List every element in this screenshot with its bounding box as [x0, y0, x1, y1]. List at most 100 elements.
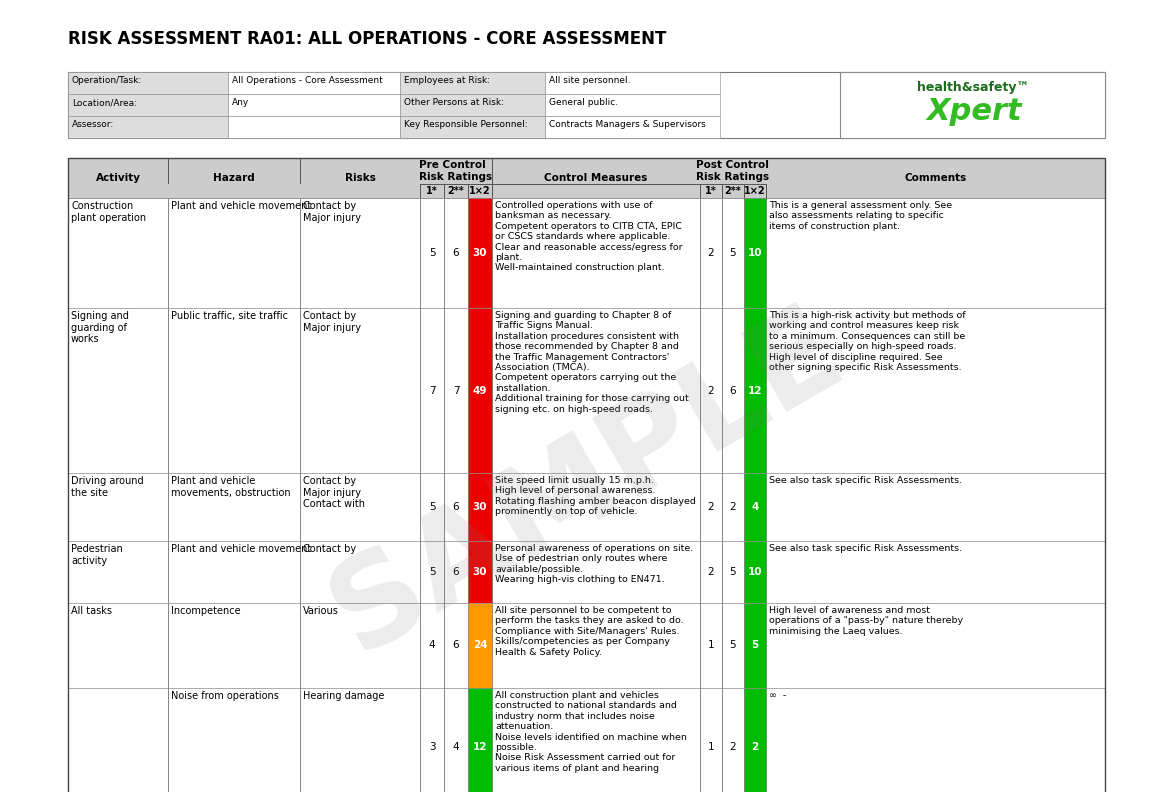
Bar — [545, 116, 720, 138]
Text: Controlled operations with use of
banksman as necessary.
Competent operators to : Controlled operations with use of banksm… — [494, 201, 683, 272]
Text: health&safety™: health&safety™ — [916, 81, 1029, 94]
Text: Personal awareness of operations on site.
Use of pedestrian only routes where
av: Personal awareness of operations on site… — [494, 544, 693, 584]
Bar — [68, 158, 1105, 792]
Bar — [400, 72, 545, 94]
Bar — [468, 198, 492, 308]
Text: Pedestrian
activity: Pedestrian activity — [71, 544, 123, 565]
Text: 12: 12 — [748, 386, 762, 395]
Text: 2: 2 — [729, 502, 736, 512]
Text: 1×2: 1×2 — [469, 186, 491, 196]
Text: 30: 30 — [472, 567, 487, 577]
Bar — [743, 603, 766, 688]
Text: Pre Control
Risk Ratings: Pre Control Risk Ratings — [420, 160, 492, 181]
Bar — [68, 72, 228, 94]
Bar — [68, 688, 1105, 792]
Text: 7: 7 — [429, 386, 435, 395]
Text: 1: 1 — [707, 742, 714, 752]
Text: This is a high-risk activity but methods of
working and control measures keep ri: This is a high-risk activity but methods… — [769, 311, 966, 372]
Text: Hazard: Hazard — [213, 173, 255, 183]
Text: Contact by
Major injury: Contact by Major injury — [303, 311, 361, 333]
Text: Other Persons at Risk:: Other Persons at Risk: — [404, 98, 504, 107]
Text: 6: 6 — [452, 502, 459, 512]
Text: 4: 4 — [429, 641, 435, 650]
Text: 2: 2 — [752, 742, 759, 752]
Text: Plant and vehicle movement: Plant and vehicle movement — [171, 201, 311, 211]
Text: 2: 2 — [729, 742, 736, 752]
Text: 6: 6 — [452, 641, 459, 650]
Text: 7: 7 — [452, 386, 459, 395]
Text: All site personnel to be competent to
perform the tasks they are asked to do.
Co: All site personnel to be competent to pe… — [494, 606, 684, 657]
Text: 2: 2 — [707, 567, 714, 577]
Text: Construction
plant operation: Construction plant operation — [71, 201, 146, 223]
Text: 2**: 2** — [725, 186, 741, 196]
Bar — [468, 603, 492, 688]
Text: Noise from operations: Noise from operations — [171, 691, 279, 701]
Text: 5: 5 — [429, 502, 435, 512]
Text: RISK ASSESSMENT RA01: ALL OPERATIONS - CORE ASSESSMENT: RISK ASSESSMENT RA01: ALL OPERATIONS - C… — [68, 30, 666, 48]
Text: 2: 2 — [707, 248, 714, 258]
Text: Hearing damage: Hearing damage — [303, 691, 385, 701]
Text: Incompetence: Incompetence — [171, 606, 241, 616]
Text: 6: 6 — [729, 386, 736, 395]
Text: 30: 30 — [472, 502, 487, 512]
Bar — [468, 688, 492, 792]
Bar — [400, 116, 545, 138]
Bar — [400, 94, 545, 116]
Bar — [68, 158, 1105, 198]
Bar — [68, 308, 1105, 473]
Bar — [68, 198, 1105, 308]
Text: ∞  -: ∞ - — [769, 691, 787, 700]
Text: See also task specific Risk Assessments.: See also task specific Risk Assessments. — [769, 476, 962, 485]
Text: See also task specific Risk Assessments.: See also task specific Risk Assessments. — [769, 544, 962, 553]
Text: Contracts Managers & Supervisors: Contracts Managers & Supervisors — [549, 120, 706, 129]
Text: 5: 5 — [429, 248, 435, 258]
Text: Key Responsible Personnel:: Key Responsible Personnel: — [404, 120, 527, 129]
Bar — [545, 72, 720, 94]
Bar — [743, 688, 766, 792]
Bar — [228, 94, 400, 116]
Text: High level of awareness and most
operations of a "pass-by" nature thereby
minimi: High level of awareness and most operati… — [769, 606, 963, 636]
Text: 1*: 1* — [705, 186, 717, 196]
Bar — [743, 473, 766, 541]
Text: Control Measures: Control Measures — [545, 173, 648, 183]
Text: Assessor:: Assessor: — [72, 120, 115, 129]
Text: Various: Various — [303, 606, 339, 616]
Text: All construction plant and vehicles
constructed to national standards and
indust: All construction plant and vehicles cons… — [494, 691, 687, 773]
Bar — [468, 473, 492, 541]
Text: Site speed limit usually 15 m.p.h.
High level of personal awareness.
Rotating fl: Site speed limit usually 15 m.p.h. High … — [494, 476, 696, 516]
Text: All site personnel.: All site personnel. — [549, 76, 630, 85]
Text: 4: 4 — [452, 742, 459, 752]
Text: Plant and vehicle movement: Plant and vehicle movement — [171, 544, 311, 554]
Text: 2: 2 — [707, 386, 714, 395]
Bar — [841, 72, 1105, 138]
Text: Operation/Task:: Operation/Task: — [72, 76, 143, 85]
Bar — [68, 72, 1105, 138]
Text: This is a general assessment only. See
also assessments relating to specific
ite: This is a general assessment only. See a… — [769, 201, 952, 230]
Text: Post Control
Risk Ratings: Post Control Risk Ratings — [697, 160, 769, 181]
Text: All tasks: All tasks — [71, 606, 112, 616]
Bar — [468, 308, 492, 473]
Bar — [68, 116, 228, 138]
Text: 10: 10 — [748, 567, 762, 577]
Text: Xpert: Xpert — [927, 97, 1023, 126]
Bar — [468, 541, 492, 603]
Bar — [68, 473, 1105, 541]
Bar — [743, 198, 766, 308]
Bar — [228, 72, 400, 94]
Text: Employees at Risk:: Employees at Risk: — [404, 76, 490, 85]
Text: 4: 4 — [752, 502, 759, 512]
Bar — [68, 541, 1105, 603]
Text: All Operations - Core Assessment: All Operations - Core Assessment — [231, 76, 382, 85]
Text: Contact by
Major injury: Contact by Major injury — [303, 201, 361, 223]
Text: Driving around
the site: Driving around the site — [71, 476, 144, 497]
Text: 10: 10 — [748, 248, 762, 258]
Text: 6: 6 — [452, 248, 459, 258]
Text: 49: 49 — [472, 386, 487, 395]
Bar — [228, 116, 400, 138]
Text: 5: 5 — [729, 248, 736, 258]
Text: SAMPLE: SAMPLE — [311, 287, 863, 676]
Bar — [743, 308, 766, 473]
Bar — [545, 94, 720, 116]
Text: Contact by
Major injury
Contact with: Contact by Major injury Contact with — [303, 476, 365, 509]
Text: Activity: Activity — [96, 173, 140, 183]
